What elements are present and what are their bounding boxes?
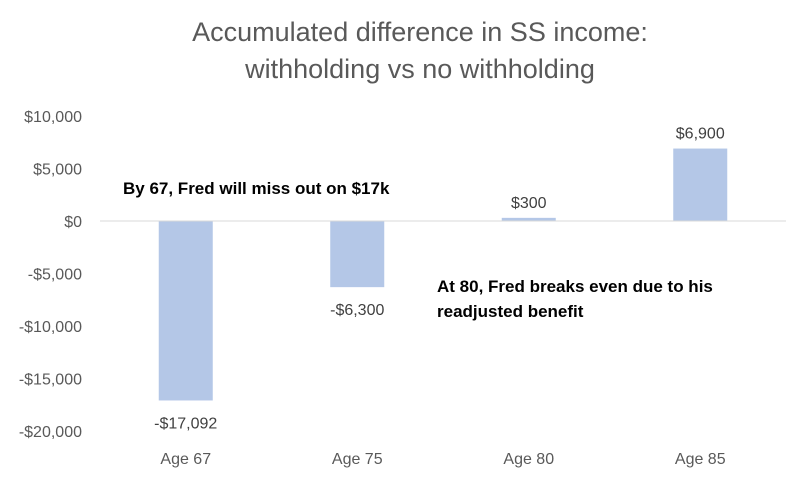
data-label: $300 [511,195,547,212]
data-label: -$17,092 [154,415,217,432]
bar [673,148,728,221]
data-label: $6,900 [676,126,725,143]
annotation-age-67-text: By 67, Fred will miss out on $17k [123,179,390,198]
x-category-label: Age 80 [503,451,554,468]
x-category-label: Age 75 [332,451,383,468]
x-category-label: Age 85 [675,451,726,468]
y-tick-label: $10,000 [24,109,82,126]
chart-title-line-1: Accumulated difference in SS income: [192,17,648,47]
annotation-age-67: By 67, Fred will miss out on $17k [123,176,389,201]
y-tick-label: -$10,000 [19,319,82,336]
bar [158,221,213,401]
data-label: -$6,300 [330,302,384,319]
y-tick-label: $0 [64,214,82,231]
y-tick-label: -$20,000 [19,424,82,441]
chart-title-line-2: withholding vs no withholding [245,54,595,84]
chart-title: Accumulated difference in SS income: wit… [0,14,800,88]
x-category-label: Age 67 [160,451,211,468]
y-tick-label: -$15,000 [19,372,82,389]
annotation-age-80-line-1: At 80, Fred breaks even due to his [437,277,713,296]
annotation-age-80-line-2: readjusted benefit [437,302,584,321]
y-tick-label: $5,000 [33,162,82,179]
y-tick-label: -$5,000 [28,267,82,284]
bar [330,221,385,288]
annotation-age-80: At 80, Fred breaks even due to his readj… [437,274,713,324]
bar [501,217,556,221]
